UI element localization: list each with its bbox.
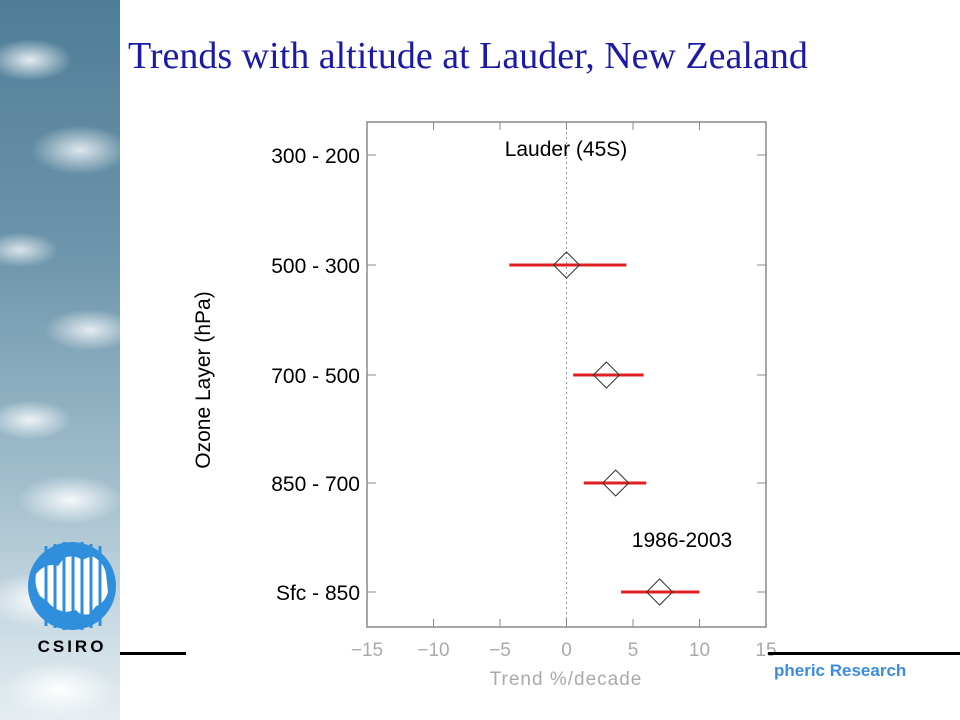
period-annotation: 1986-2003	[632, 529, 732, 552]
x-tick-label: −5	[489, 640, 511, 661]
y-tick-label: 850 - 700	[271, 473, 360, 496]
footer-text: pheric Research	[774, 661, 907, 680]
csiro-emblem	[28, 542, 116, 630]
chart-title: Lauder (45S)	[505, 138, 628, 161]
y-tick-label: 300 - 200	[271, 145, 360, 168]
y-axis-label: Ozone Layer (hPa)	[192, 291, 215, 468]
slide-title: Trends with altitude at Lauder, New Zeal…	[128, 35, 808, 77]
x-axis-label: Trend %/decade	[490, 669, 643, 690]
x-tick-label: −10	[417, 640, 449, 661]
trend-marker	[645, 578, 674, 606]
x-tick-label: 10	[689, 640, 710, 661]
trend-marker	[552, 251, 581, 279]
y-tick-label: 500 - 300	[271, 255, 360, 278]
logo-wordmark: CSIRO	[38, 637, 107, 656]
y-tick-label: 700 - 500	[271, 365, 360, 388]
y-tick-label: Sfc - 850	[276, 582, 360, 605]
x-tick-label: −15	[351, 640, 383, 661]
csiro-logo: CSIRO	[28, 542, 116, 656]
x-tick-label: 15	[755, 640, 776, 661]
footer-rule-right	[768, 652, 960, 655]
x-tick-label: 0	[561, 640, 572, 661]
trend-chart: −15 −10 −5 0 5 10 15 300 - 200 500 - 300 700 - 50…	[192, 121, 777, 690]
trend-marker	[602, 469, 630, 497]
x-tick-label: 5	[628, 640, 639, 661]
footer-rule-left	[120, 652, 186, 655]
trend-marker	[592, 361, 621, 389]
